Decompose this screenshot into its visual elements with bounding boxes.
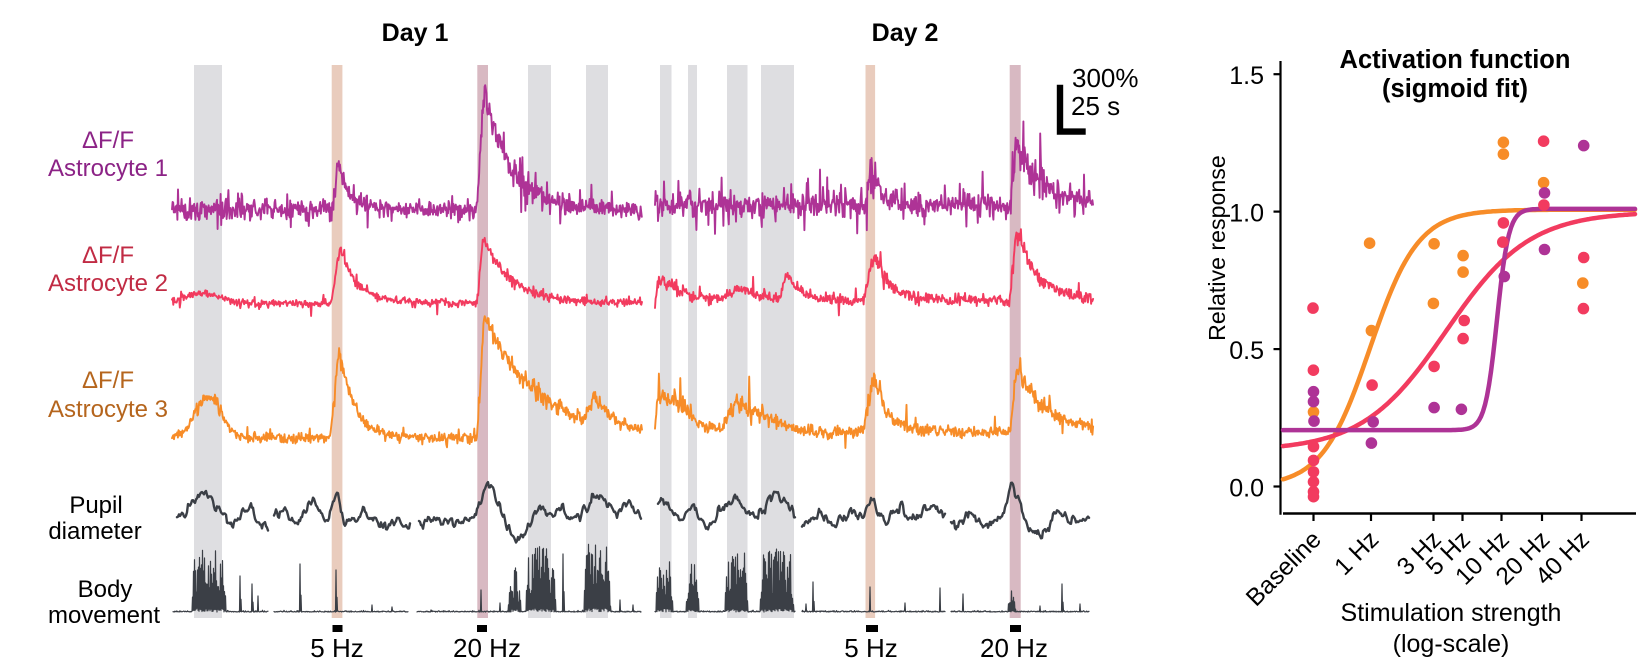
svg-text:5 Hz: 5 Hz (844, 633, 897, 663)
svg-text:1.5: 1.5 (1229, 62, 1264, 90)
svg-text:1.0: 1.0 (1229, 199, 1264, 227)
svg-text:Pupil: Pupil (69, 492, 122, 519)
svg-text:0.5: 0.5 (1229, 337, 1264, 365)
svg-text:25 s: 25 s (1071, 91, 1120, 121)
svg-text:5 Hz: 5 Hz (310, 633, 363, 663)
svg-text:ΔF/F: ΔF/F (82, 242, 134, 269)
svg-text:Stimulation strength: Stimulation strength (1341, 599, 1562, 627)
svg-text:20 Hz: 20 Hz (980, 633, 1048, 663)
svg-text:Body: Body (78, 576, 133, 603)
svg-text:Day 1: Day 1 (382, 19, 449, 47)
svg-text:ΔF/F: ΔF/F (82, 367, 134, 394)
svg-text:Astrocyte 3: Astrocyte 3 (48, 396, 168, 423)
svg-text:(log-scale): (log-scale) (1393, 630, 1510, 658)
svg-text:20 Hz: 20 Hz (453, 633, 521, 663)
svg-text:diameter: diameter (48, 518, 141, 545)
svg-text:movement: movement (48, 602, 160, 629)
svg-text:(sigmoid fit): (sigmoid fit) (1382, 75, 1528, 103)
svg-text:ΔF/F: ΔF/F (82, 127, 134, 154)
svg-text:Activation function: Activation function (1340, 46, 1571, 74)
svg-text:Astrocyte 1: Astrocyte 1 (48, 155, 168, 182)
svg-text:0.0: 0.0 (1229, 474, 1264, 502)
svg-text:Astrocyte 2: Astrocyte 2 (48, 270, 168, 297)
svg-text:Day 2: Day 2 (872, 19, 939, 47)
svg-text:300%: 300% (1072, 63, 1139, 93)
svg-text:Relative response: Relative response (1204, 155, 1230, 341)
